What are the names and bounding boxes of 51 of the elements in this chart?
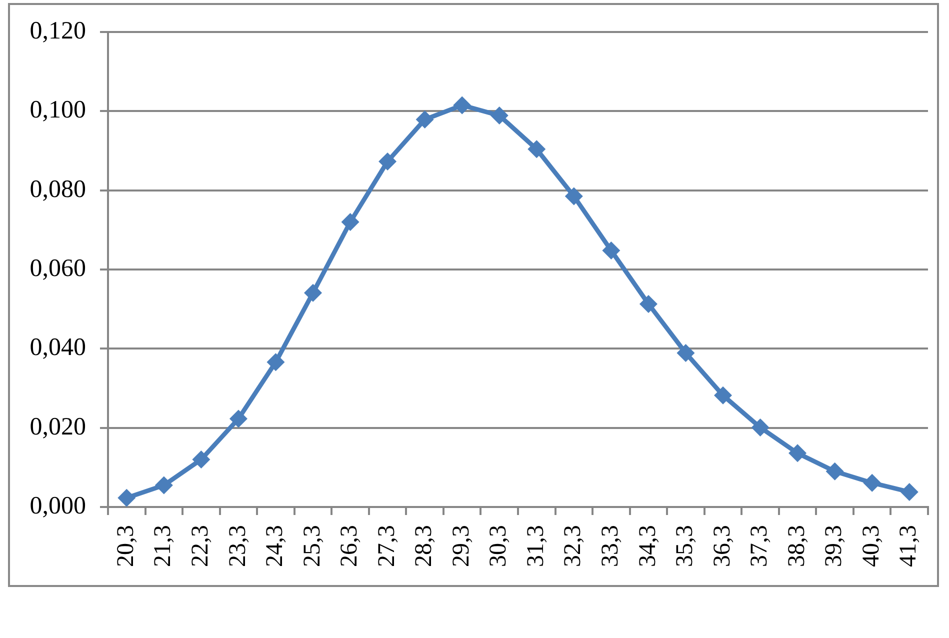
x-tick-label: 29,3 xyxy=(448,525,474,567)
point xyxy=(788,444,807,462)
x-tick-label: 38,3 xyxy=(784,525,810,567)
x-tick-label: 24,3 xyxy=(262,525,288,567)
x-tick-label: 31,3 xyxy=(522,525,549,567)
y-tick-label: 0,080 xyxy=(30,176,86,203)
point xyxy=(416,110,434,128)
y-tick-label: 0,000 xyxy=(30,492,86,520)
x-tick-label: 37,3 xyxy=(746,525,773,567)
point xyxy=(304,284,322,302)
y-tick-label: 0,040 xyxy=(30,334,86,362)
point xyxy=(639,294,658,313)
x-tick-label: 25,3 xyxy=(299,525,326,567)
y-tick-label: 0,060 xyxy=(30,255,86,282)
point xyxy=(229,410,248,428)
point xyxy=(490,106,508,125)
x-tick-label: 23,3 xyxy=(224,525,251,567)
x-tick-label: 32,3 xyxy=(560,525,586,567)
y-tick-label: 0,120 xyxy=(30,18,86,45)
point xyxy=(453,96,472,114)
point xyxy=(266,353,285,372)
x-tick-label: 40,3 xyxy=(858,525,884,567)
x-tick-label: 36,3 xyxy=(709,525,736,567)
x-tick-label: 27,3 xyxy=(374,525,400,567)
x-tick-label: 41,3 xyxy=(896,525,922,567)
y-tick-label: 0,020 xyxy=(30,413,86,440)
x-tick-label: 20,3 xyxy=(112,525,139,567)
x-tick-label: 39,3 xyxy=(821,525,848,567)
x-tick-label: 33,3 xyxy=(597,525,624,567)
point xyxy=(154,476,173,494)
point xyxy=(900,482,918,501)
point xyxy=(714,386,732,404)
x-tick-label: 34,3 xyxy=(634,525,661,567)
point xyxy=(528,140,546,158)
point xyxy=(192,450,210,468)
y-tick-label: 0,100 xyxy=(30,96,86,124)
point xyxy=(863,474,882,492)
x-tick-label: 30,3 xyxy=(486,525,512,567)
x-tick-label: 35,3 xyxy=(672,525,698,567)
point xyxy=(826,462,844,480)
point xyxy=(564,187,583,206)
point xyxy=(118,488,136,507)
point xyxy=(751,418,770,436)
x-tick-label: 21,3 xyxy=(150,525,176,567)
point xyxy=(602,242,620,260)
x-tick-label: 26,3 xyxy=(336,525,363,567)
point xyxy=(341,213,360,231)
point xyxy=(378,152,397,170)
x-tick-label: 28,3 xyxy=(411,525,438,567)
x-tick-label: 22,3 xyxy=(187,525,214,567)
point xyxy=(676,344,695,362)
